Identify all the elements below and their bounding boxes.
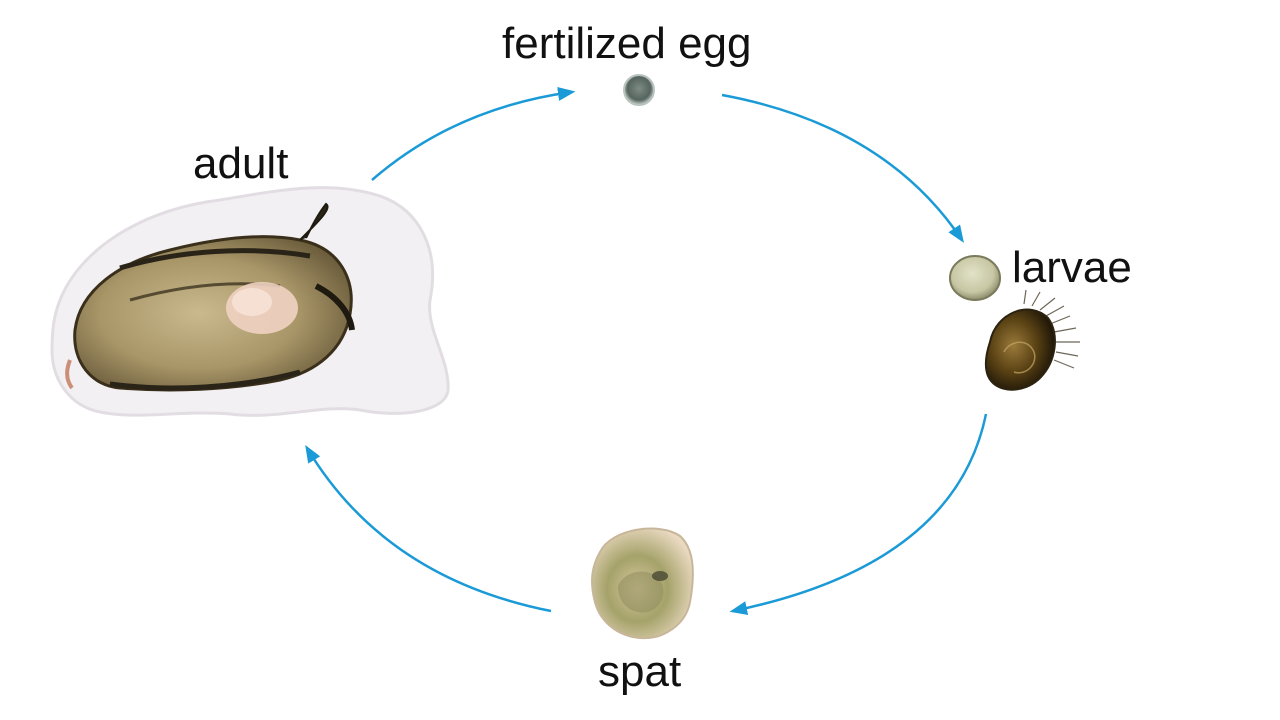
egg-image [623,74,655,106]
cycle-arrows [305,86,988,616]
adult-oyster-image [50,186,450,417]
label-spat: spat [598,647,682,696]
spat-image [591,527,694,640]
veliger-larva [1023,289,1080,369]
arrow-spat-to-adult [305,444,552,613]
label-fertilized-egg: fertilized egg [502,19,752,68]
arrow-adult-to-egg [371,86,576,181]
label-adult: adult [193,139,289,188]
larvae-images [949,255,1080,391]
arrow-egg-to-larvae [721,93,964,243]
label-larvae: larvae [1012,243,1132,292]
arrow-larvae-to-spat [729,413,988,616]
